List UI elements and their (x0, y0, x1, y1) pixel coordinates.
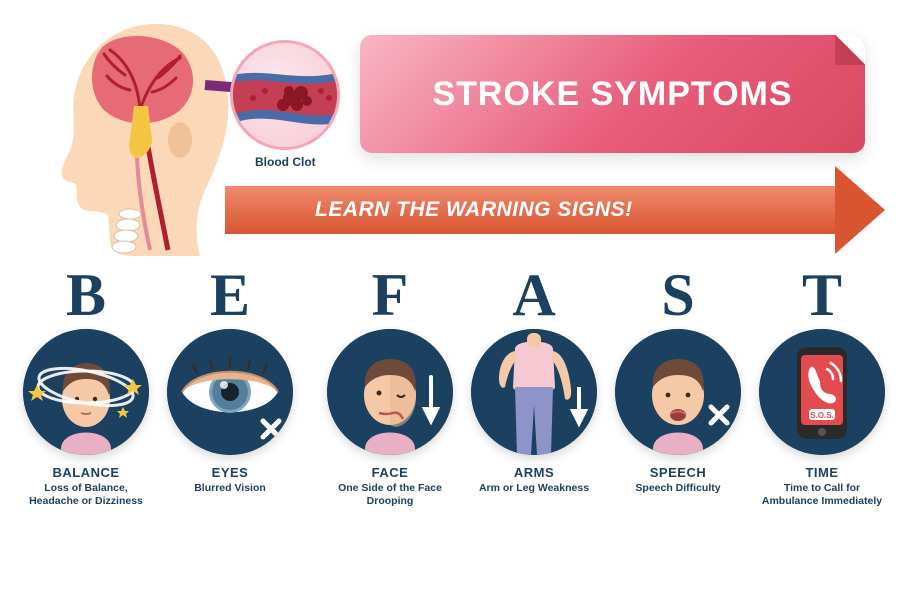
letter-s: S (612, 265, 744, 325)
letter-e: E (164, 265, 296, 325)
card-arms-title: ARMS (468, 465, 600, 480)
title-banner: STROKE SYMPTOMS (360, 35, 865, 153)
phone-icon: S.O.S. (759, 329, 885, 455)
arms-icon (471, 329, 597, 455)
card-face-desc: One Side of the Face Drooping (324, 482, 456, 508)
letter-f: F (324, 265, 456, 325)
card-face: F (324, 265, 456, 508)
card-balance-desc: Loss of Balance, Headache or Dizziness (20, 482, 152, 508)
speech-icon (615, 329, 741, 455)
card-balance-title: BALANCE (20, 465, 152, 480)
svg-text:S.O.S.: S.O.S. (810, 411, 834, 420)
letter-a: A (468, 265, 600, 325)
letter-b: B (20, 265, 152, 325)
top-section: Blood Clot STROKE SYMPTOMS LEARN THE WAR… (0, 0, 908, 270)
eye-icon (167, 329, 293, 455)
symptom-group-fast: F (324, 265, 888, 508)
card-speech-title: SPEECH (612, 465, 744, 480)
card-eyes-title: EYES (164, 465, 296, 480)
card-arms: A (468, 265, 600, 508)
card-balance: B (20, 265, 152, 508)
card-arms-desc: Arm or Leg Weakness (468, 482, 600, 495)
letter-t: T (756, 265, 888, 325)
subtitle-text: LEARN THE WARNING SIGNS! (315, 198, 633, 222)
subtitle-arrow: LEARN THE WARNING SIGNS! (225, 180, 885, 240)
card-face-title: FACE (324, 465, 456, 480)
blood-clot-inset (230, 40, 340, 150)
balance-icon (23, 329, 149, 455)
face-droop-icon (327, 329, 453, 455)
card-time-title: TIME (756, 465, 888, 480)
card-time: T S.O.S. (756, 265, 888, 508)
symptom-row: B (0, 265, 908, 508)
blood-clot-label: Blood Clot (255, 155, 316, 169)
card-eyes: E (164, 265, 296, 508)
card-speech-desc: Speech Difficulty (612, 482, 744, 495)
symptom-group-be: B (20, 265, 296, 508)
title-text: STROKE SYMPTOMS (432, 75, 792, 114)
card-time-desc: Time to Call for Ambulance Immediately (756, 482, 888, 508)
card-speech: S SP (612, 265, 744, 508)
card-eyes-desc: Blurred Vision (164, 482, 296, 495)
